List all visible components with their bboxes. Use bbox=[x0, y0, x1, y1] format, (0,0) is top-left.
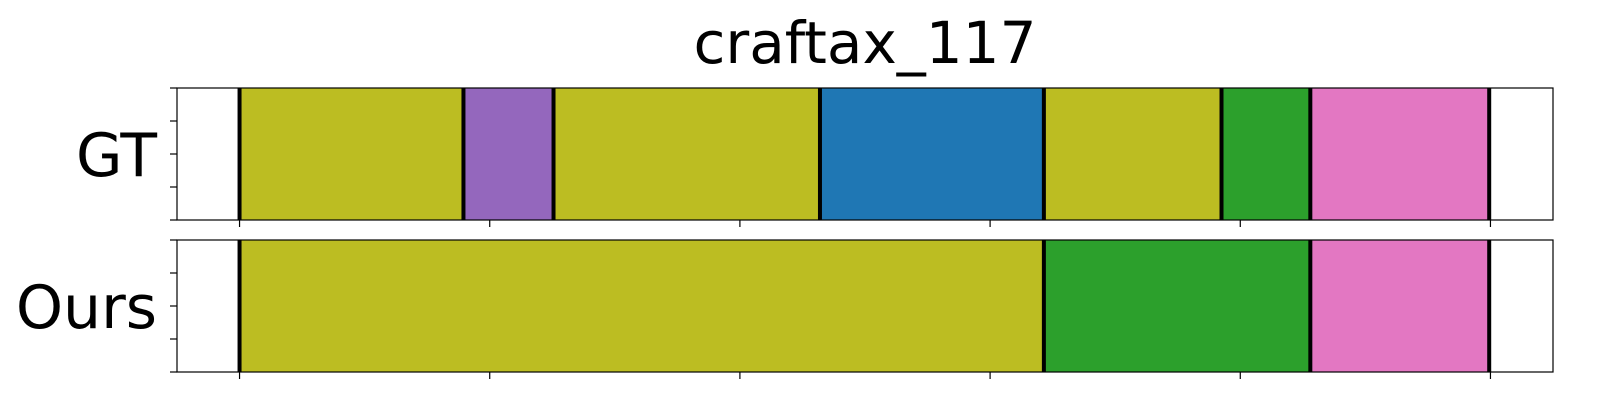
rows-layer: GT Ours bbox=[16, 87, 1554, 379]
chart-title: craftax_117 bbox=[694, 9, 1037, 77]
segment-gt-4 bbox=[819, 88, 1044, 220]
segment-ours-3 bbox=[1310, 240, 1490, 372]
segment-gt-3 bbox=[553, 88, 820, 220]
segment-gt-2 bbox=[463, 88, 554, 220]
row-gt: GT bbox=[76, 87, 1554, 227]
row-label-gt: GT bbox=[76, 121, 157, 191]
row-ours: Ours bbox=[16, 239, 1554, 379]
row-label-ours: Ours bbox=[16, 273, 157, 343]
segment-ours-2 bbox=[1043, 240, 1311, 372]
segment-ours-1 bbox=[239, 240, 1044, 372]
segment-gt-5 bbox=[1043, 88, 1222, 220]
segment-gt-1 bbox=[239, 88, 464, 220]
segment-gt-7 bbox=[1310, 88, 1490, 220]
segment-gt-6 bbox=[1221, 88, 1311, 220]
